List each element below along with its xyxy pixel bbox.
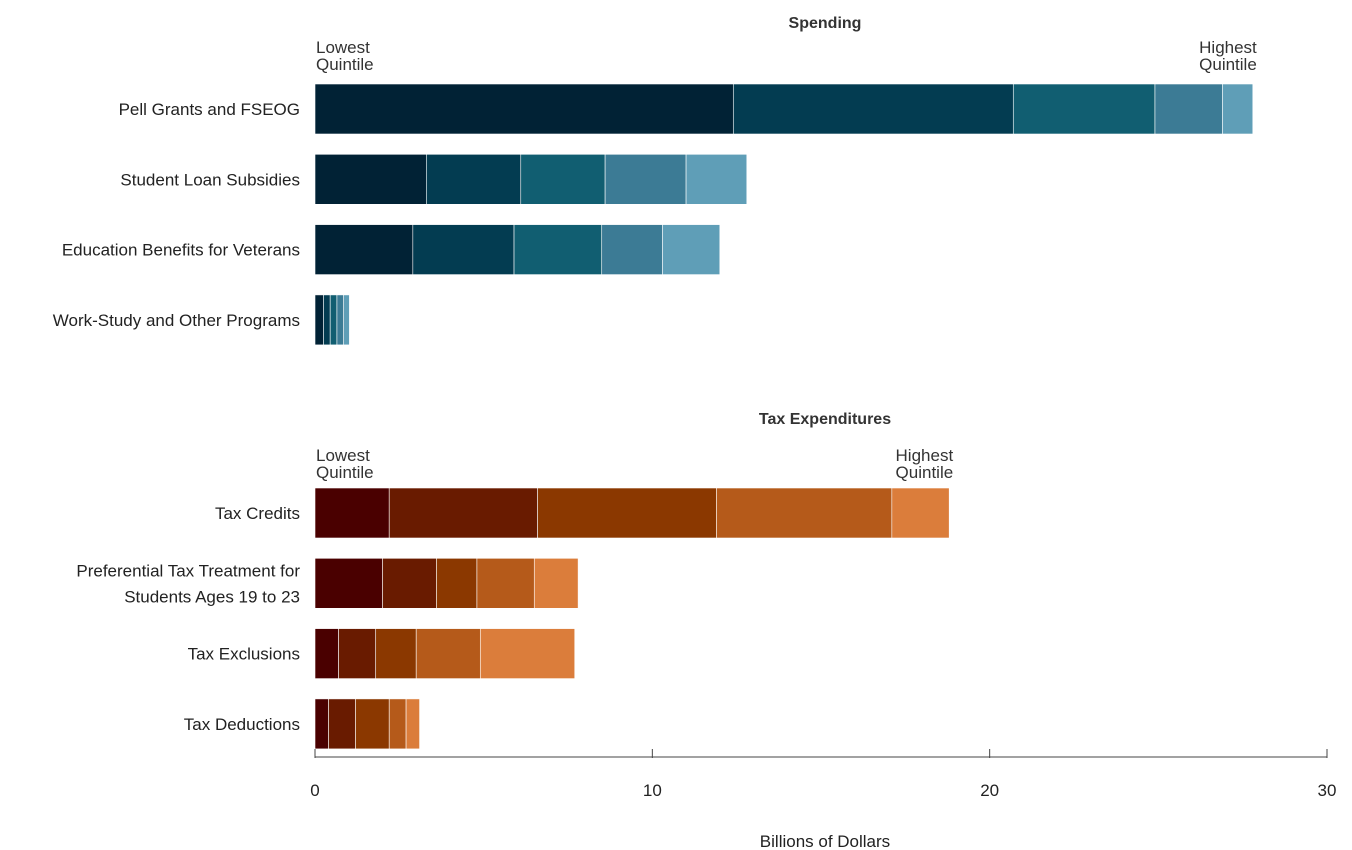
bar-segment-q4: [476, 557, 535, 609]
category-label: Pell Grants and FSEOG: [119, 100, 300, 119]
bar-segment-q3: [375, 628, 417, 679]
bar-segment-q3: [513, 224, 603, 275]
bar-segment-q4: [601, 224, 663, 275]
highest-quintile-label: Highest Quintile: [1199, 38, 1257, 74]
bar-segment-q1: [314, 487, 390, 539]
bar-segment-q1: [314, 698, 329, 750]
bar-segment-q2: [426, 154, 522, 205]
category-label: Tax Deductions: [184, 715, 300, 734]
bar-segment-q3: [436, 557, 478, 609]
bar-segment-q2: [388, 487, 538, 539]
bar-segment-q2: [382, 557, 437, 609]
bar-segment-q4: [604, 154, 687, 205]
bar-segment-q1: [314, 628, 339, 679]
bar-segment-q1: [314, 154, 427, 205]
x-tick-label: 30: [1318, 781, 1337, 800]
category-label: Student Loan Subsidies: [120, 170, 300, 189]
category-label: Tax Exclusions: [188, 645, 300, 664]
lowest-quintile-label: Lowest Quintile: [316, 38, 374, 74]
bar-segment-q2: [338, 628, 377, 679]
bar-segment-q5: [685, 154, 748, 205]
bar-segment-q5: [662, 224, 721, 275]
category-label: Tax Credits: [215, 504, 300, 523]
bar-segment-q4: [1154, 83, 1223, 135]
bar-segment-q4: [388, 698, 407, 750]
category-label: Work-Study and Other Programs: [53, 311, 300, 330]
x-tick-label: 10: [643, 781, 662, 800]
bar-segment-q5: [891, 487, 950, 539]
panel-title: Spending: [789, 15, 862, 32]
bar-segment-q2: [732, 83, 1014, 135]
bar-segment-q1: [314, 83, 734, 135]
bar-segment-q5: [343, 294, 350, 346]
lowest-quintile-label: Lowest Quintile: [316, 446, 374, 482]
bar-segment-q5: [405, 698, 420, 750]
bar-segment-q3: [520, 154, 606, 205]
bar-segment-q1: [314, 224, 414, 275]
bar-segment-q2: [323, 294, 331, 346]
bar-segment-q4: [336, 294, 344, 346]
panel-title: Tax Expenditures: [759, 411, 891, 428]
category-label: Education Benefits for Veterans: [62, 241, 300, 260]
highest-quintile-label: Highest Quintile: [896, 446, 954, 482]
bar-segment-q2: [412, 224, 515, 275]
category-label: Preferential Tax Treatment for Students A…: [76, 561, 300, 606]
bar-segment-q4: [716, 487, 893, 539]
x-axis-title: Billions of Dollars: [760, 832, 890, 850]
bar-segment-q1: [314, 557, 383, 609]
bar-segment-q5: [1222, 83, 1254, 135]
x-tick-label: 0: [310, 781, 319, 800]
bar-segment-q3: [355, 698, 390, 750]
bar-segment-q5: [479, 628, 576, 679]
bar-segment-q2: [328, 698, 356, 750]
bar-segment-q5: [533, 557, 579, 609]
bar-segment-q3: [537, 487, 717, 539]
bar-segment-q3: [1012, 83, 1156, 135]
bar-segment-q3: [329, 294, 338, 346]
x-tick-label: 20: [980, 781, 999, 800]
bar-segment-q1: [314, 294, 324, 346]
bar-segment-q4: [415, 628, 481, 679]
